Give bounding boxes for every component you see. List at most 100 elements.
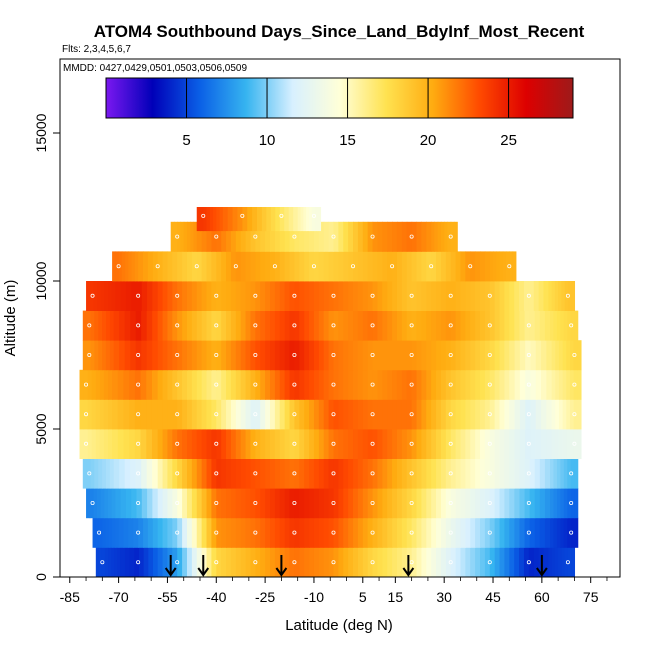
heatmap-cell <box>431 458 437 489</box>
heatmap-cell <box>489 340 496 371</box>
heatmap-cell <box>182 281 188 311</box>
heatmap-cell <box>480 340 486 371</box>
heatmap-cell <box>569 429 575 459</box>
heatmap-cell <box>514 547 520 577</box>
heatmap-cell <box>240 310 247 341</box>
heatmap-cell <box>541 429 547 459</box>
heatmap-cell <box>440 429 447 459</box>
heatmap-cell <box>475 488 481 519</box>
heatmap-cell <box>265 221 271 252</box>
heatmap-cell <box>94 310 99 341</box>
heatmap-cell <box>211 369 217 400</box>
heatmap-cell <box>260 429 266 459</box>
heatmap-cell <box>182 251 188 282</box>
heatmap-cell <box>124 547 131 577</box>
heatmap-cell <box>406 310 413 341</box>
heatmap-cell <box>200 207 204 232</box>
heatmap-cell <box>299 488 305 519</box>
heatmap-cell <box>421 281 427 311</box>
heatmap-cell <box>109 458 115 489</box>
heatmap-cell <box>401 281 408 311</box>
heatmap-cell <box>167 458 173 489</box>
heatmap-cell <box>99 399 105 430</box>
heatmap-cell <box>83 429 89 459</box>
sample-point <box>331 293 336 298</box>
heatmap-cell <box>170 221 175 252</box>
heatmap-cell <box>416 458 422 489</box>
heatmap-cell <box>382 399 388 430</box>
heatmap-cell <box>196 221 203 252</box>
sample-point <box>487 471 492 476</box>
sample-point <box>292 382 297 387</box>
heatmap-cell <box>182 310 188 341</box>
heatmap-cell <box>499 251 504 282</box>
heatmap-cell <box>191 399 198 430</box>
heatmap-cell <box>274 281 281 311</box>
heatmap-cell <box>211 310 217 341</box>
heatmap-cell <box>102 310 107 341</box>
heatmap-cell <box>151 429 159 459</box>
heatmap-cell <box>274 310 281 341</box>
heatmap-cell <box>230 429 237 459</box>
heatmap-cell <box>519 340 526 371</box>
heatmap-cell <box>357 251 364 282</box>
heatmap-cell <box>499 517 506 548</box>
heatmap-cell <box>343 488 349 519</box>
heatmap-cell <box>470 458 476 489</box>
heatmap-cell <box>392 517 398 548</box>
heatmap-cell <box>260 221 266 252</box>
sample-point <box>136 323 141 328</box>
heatmap-cell <box>120 281 127 311</box>
heatmap-cell <box>245 340 252 371</box>
heatmap-cell <box>396 251 403 282</box>
heatmap-cell <box>440 281 447 311</box>
heatmap-cell <box>372 458 379 489</box>
heatmap-cell <box>299 369 305 400</box>
sample-point <box>279 213 284 218</box>
heatmap-cell <box>470 281 476 311</box>
heatmap-cell <box>216 399 222 430</box>
heatmap-cell <box>131 488 138 519</box>
heatmap-cell <box>353 340 359 371</box>
heatmap-cell <box>304 340 310 371</box>
heatmap-cell <box>265 281 271 311</box>
heatmap-cell <box>396 429 403 459</box>
heatmap-cell <box>221 369 227 400</box>
heatmap-cell <box>436 369 442 400</box>
heatmap-cell <box>372 429 379 459</box>
heatmap-cell <box>372 369 379 400</box>
heatmap-cell <box>196 517 203 548</box>
heatmap-cell <box>523 281 530 311</box>
heatmap-cell <box>377 221 383 252</box>
x-tick-label: 45 <box>485 589 501 605</box>
heatmap-cell <box>98 340 103 371</box>
heatmap-cell <box>436 458 442 489</box>
heatmap-cell <box>279 458 286 489</box>
heatmap-cell <box>274 488 281 519</box>
heatmap-cell <box>445 458 452 489</box>
heatmap-cell <box>117 547 121 577</box>
heatmap-layer <box>79 207 582 577</box>
heatmap-cell <box>309 281 315 311</box>
heatmap-cell <box>313 429 320 459</box>
heatmap-cell <box>416 310 422 341</box>
heatmap-cell <box>343 340 349 371</box>
heatmap-cell <box>416 429 422 459</box>
heatmap-cell <box>146 429 153 459</box>
heatmap-cell <box>162 429 169 459</box>
heatmap-cell <box>102 458 107 489</box>
heatmap-cell <box>460 399 466 430</box>
heatmap-cell <box>162 517 169 548</box>
heatmap-cell <box>494 458 501 489</box>
heatmap-cell <box>130 340 137 371</box>
heatmap-cell <box>151 369 159 400</box>
heatmap-cell <box>318 547 325 577</box>
heatmap-cell <box>113 458 120 489</box>
heatmap-cell <box>221 221 227 252</box>
heatmap-cell <box>206 207 211 232</box>
x-tick-label: -85 <box>60 589 80 605</box>
heatmap-cell <box>265 488 271 519</box>
heatmap-cell <box>416 547 422 577</box>
heatmap-cell <box>108 517 113 548</box>
heatmap-cell <box>87 399 93 430</box>
